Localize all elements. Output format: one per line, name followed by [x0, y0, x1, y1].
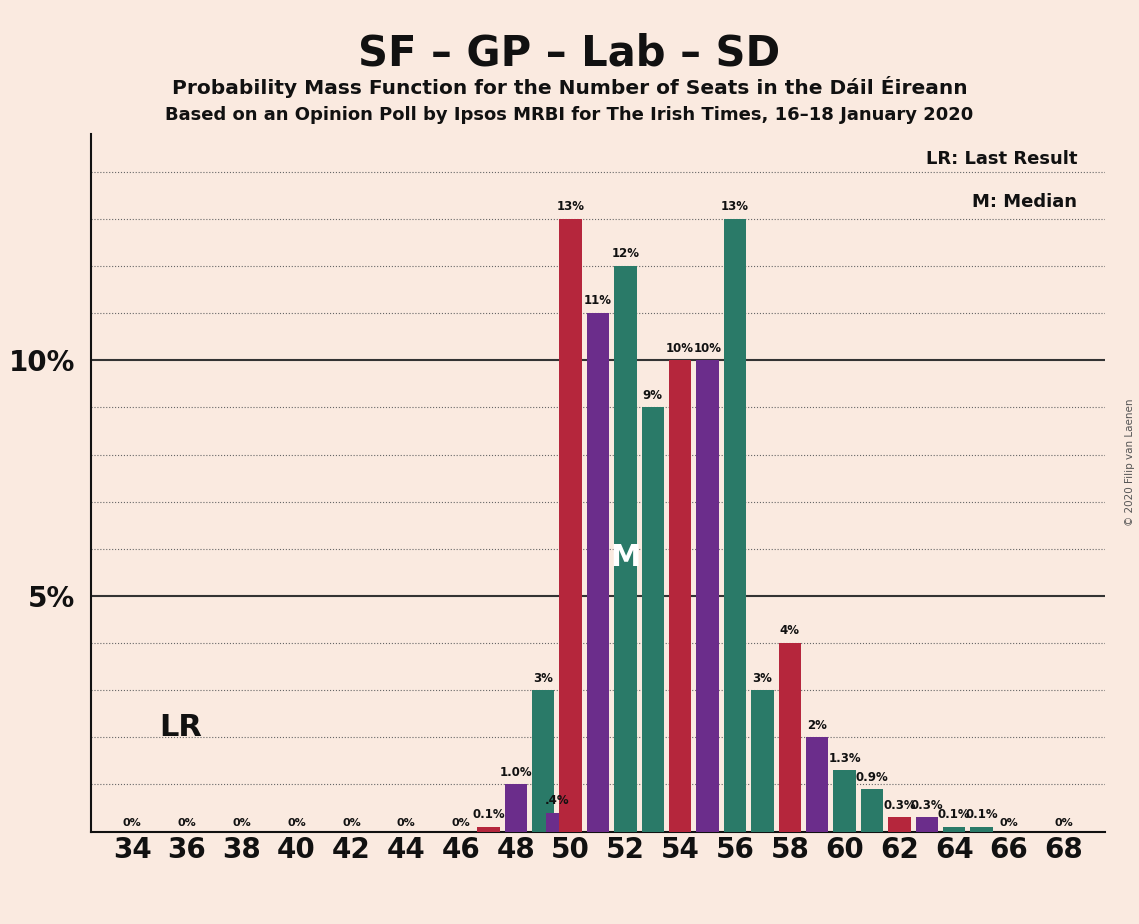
- Bar: [532, 690, 555, 832]
- Bar: [614, 266, 637, 832]
- Bar: [546, 813, 568, 832]
- Bar: [669, 360, 691, 832]
- Text: 0.1%: 0.1%: [937, 808, 970, 821]
- Bar: [861, 789, 883, 832]
- Text: M: M: [611, 543, 640, 572]
- Text: 9%: 9%: [642, 389, 663, 402]
- Text: 1.3%: 1.3%: [828, 751, 861, 765]
- Text: 11%: 11%: [584, 295, 612, 308]
- Text: 0.1%: 0.1%: [965, 808, 998, 821]
- Bar: [559, 219, 582, 832]
- Bar: [779, 643, 801, 832]
- Text: 0%: 0%: [342, 818, 361, 828]
- Bar: [751, 690, 773, 832]
- Text: LR: LR: [159, 713, 203, 742]
- Text: 13%: 13%: [721, 201, 749, 213]
- Bar: [696, 360, 719, 832]
- Text: 3%: 3%: [753, 672, 772, 685]
- Text: 0%: 0%: [1055, 818, 1073, 828]
- Bar: [834, 771, 855, 832]
- Text: 0.3%: 0.3%: [883, 799, 916, 812]
- Text: 0%: 0%: [451, 818, 470, 828]
- Text: 0.3%: 0.3%: [910, 799, 943, 812]
- Text: 2%: 2%: [808, 719, 827, 732]
- Text: LR: Last Result: LR: Last Result: [926, 151, 1077, 168]
- Text: Based on an Opinion Poll by Ipsos MRBI for The Irish Times, 16–18 January 2020: Based on an Opinion Poll by Ipsos MRBI f…: [165, 106, 974, 124]
- Text: 0%: 0%: [232, 818, 252, 828]
- Text: M: Median: M: Median: [973, 193, 1077, 211]
- Text: 10%: 10%: [666, 342, 694, 355]
- Bar: [888, 818, 910, 832]
- Text: 0%: 0%: [178, 818, 196, 828]
- Text: 0%: 0%: [123, 818, 141, 828]
- Text: 0.9%: 0.9%: [855, 771, 888, 784]
- Text: 13%: 13%: [557, 201, 584, 213]
- Bar: [477, 827, 500, 832]
- Text: SF – GP – Lab – SD: SF – GP – Lab – SD: [359, 32, 780, 74]
- Bar: [970, 827, 993, 832]
- Bar: [943, 827, 966, 832]
- Text: 0.1%: 0.1%: [472, 808, 505, 821]
- Text: Probability Mass Function for the Number of Seats in the Dáil Éireann: Probability Mass Function for the Number…: [172, 76, 967, 98]
- Text: 0%: 0%: [1000, 818, 1018, 828]
- Text: .4%: .4%: [544, 794, 570, 807]
- Text: 10%: 10%: [694, 342, 722, 355]
- Bar: [916, 818, 939, 832]
- Text: 4%: 4%: [780, 625, 800, 638]
- Text: 12%: 12%: [612, 248, 639, 261]
- Text: 0%: 0%: [287, 818, 306, 828]
- Bar: [641, 407, 664, 832]
- Bar: [806, 737, 828, 832]
- Bar: [505, 784, 527, 832]
- Text: © 2020 Filip van Laenen: © 2020 Filip van Laenen: [1125, 398, 1134, 526]
- Bar: [723, 219, 746, 832]
- Bar: [587, 313, 609, 832]
- Text: 0%: 0%: [396, 818, 416, 828]
- Text: 3%: 3%: [533, 672, 554, 685]
- Text: 1.0%: 1.0%: [500, 766, 532, 779]
